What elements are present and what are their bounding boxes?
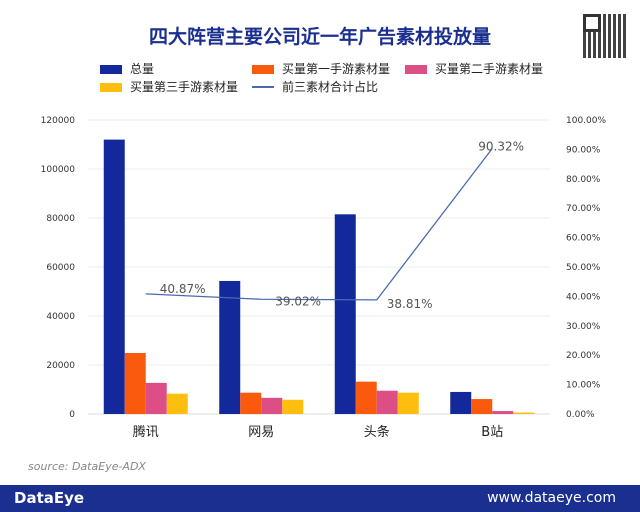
- bar-1-3: [282, 399, 304, 414]
- bar-3-3: [513, 412, 535, 414]
- legend-item-third: 买量第三手游素材量: [100, 80, 238, 94]
- bar-0-0: [103, 139, 125, 414]
- legend-item-first: 买量第一手游素材量: [252, 62, 390, 76]
- qr-code: [583, 14, 627, 58]
- footer-brand: DataEye: [14, 489, 85, 507]
- bar-1-1: [240, 392, 262, 414]
- x-tick-label: 腾讯: [133, 424, 159, 440]
- bar-3-1: [471, 399, 493, 414]
- bar-1-0: [219, 280, 241, 414]
- bar-3-2: [492, 411, 514, 414]
- y-right-tick-label: 40.00%: [566, 292, 601, 302]
- y-left-tick-label: 40000: [46, 312, 75, 322]
- y-right-tick-label: 90.00%: [566, 145, 601, 155]
- legend-label: 买量第二手游素材量: [435, 62, 544, 76]
- legend-swatch: [252, 64, 274, 74]
- legend-label: 总量: [130, 62, 155, 76]
- y-right-tick-label: 100.00%: [566, 116, 606, 126]
- bar-1-2: [261, 397, 283, 414]
- ratio-data-label: 40.87%: [160, 282, 206, 296]
- legend-item-total: 总量: [100, 62, 154, 76]
- legend-item-ratio: 前三素材合计占比: [252, 80, 378, 94]
- footer-bar: DataEye www.dataeye.com: [0, 485, 640, 512]
- bar-2-0: [334, 214, 356, 414]
- ratio-data-label: 39.02%: [275, 294, 321, 308]
- bar-3-0: [450, 391, 472, 414]
- y-left-tick-label: 80000: [46, 214, 75, 224]
- legend-swatch: [100, 64, 122, 74]
- y-right-tick-label: 80.00%: [566, 175, 601, 185]
- bar-0-3: [166, 393, 188, 414]
- y-left-tick-label: 100000: [41, 165, 76, 175]
- y-right-tick-label: 0.00%: [566, 410, 595, 420]
- y-right-tick-label: 70.00%: [566, 204, 601, 214]
- legend-label: 买量第三手游素材量: [130, 80, 239, 94]
- legend-line: [252, 86, 274, 88]
- legend-label: 买量第一手游素材量: [282, 62, 391, 76]
- bar-0-1: [124, 352, 146, 414]
- ratio-line: [145, 148, 493, 301]
- y-right-tick-label: 10.00%: [566, 381, 601, 391]
- y-left-tick-label: 120000: [41, 116, 76, 126]
- y-right-tick-label: 60.00%: [566, 234, 601, 244]
- legend-swatch: [100, 82, 122, 92]
- bar-2-3: [397, 392, 419, 414]
- y-right-tick-label: 30.00%: [566, 322, 601, 332]
- y-right-tick-label: 20.00%: [566, 351, 601, 361]
- bar-0-2: [145, 382, 167, 414]
- x-tick-label: B站: [481, 425, 503, 440]
- bar-2-2: [376, 390, 398, 414]
- bar-2-1: [355, 381, 377, 414]
- y-right-tick-label: 50.00%: [566, 263, 601, 273]
- y-left-tick-label: 0: [69, 410, 75, 420]
- ratio-data-label: 90.32%: [478, 139, 524, 153]
- ratio-data-label: 38.81%: [387, 297, 433, 311]
- source-note: source: DataEye-ADX: [28, 460, 146, 473]
- x-tick-label: 网易: [248, 425, 274, 440]
- y-left-tick-label: 60000: [46, 263, 75, 273]
- x-tick-label: 头条: [364, 424, 390, 440]
- legend-swatch: [405, 64, 427, 74]
- footer-url[interactable]: www.dataeye.com: [487, 490, 616, 506]
- chart-title: 四大阵营主要公司近一年广告素材投放量: [148, 26, 491, 48]
- legend-item-second: 买量第二手游素材量: [405, 62, 543, 76]
- legend-label: 前三素材合计占比: [282, 80, 379, 94]
- y-left-tick-label: 20000: [46, 361, 75, 371]
